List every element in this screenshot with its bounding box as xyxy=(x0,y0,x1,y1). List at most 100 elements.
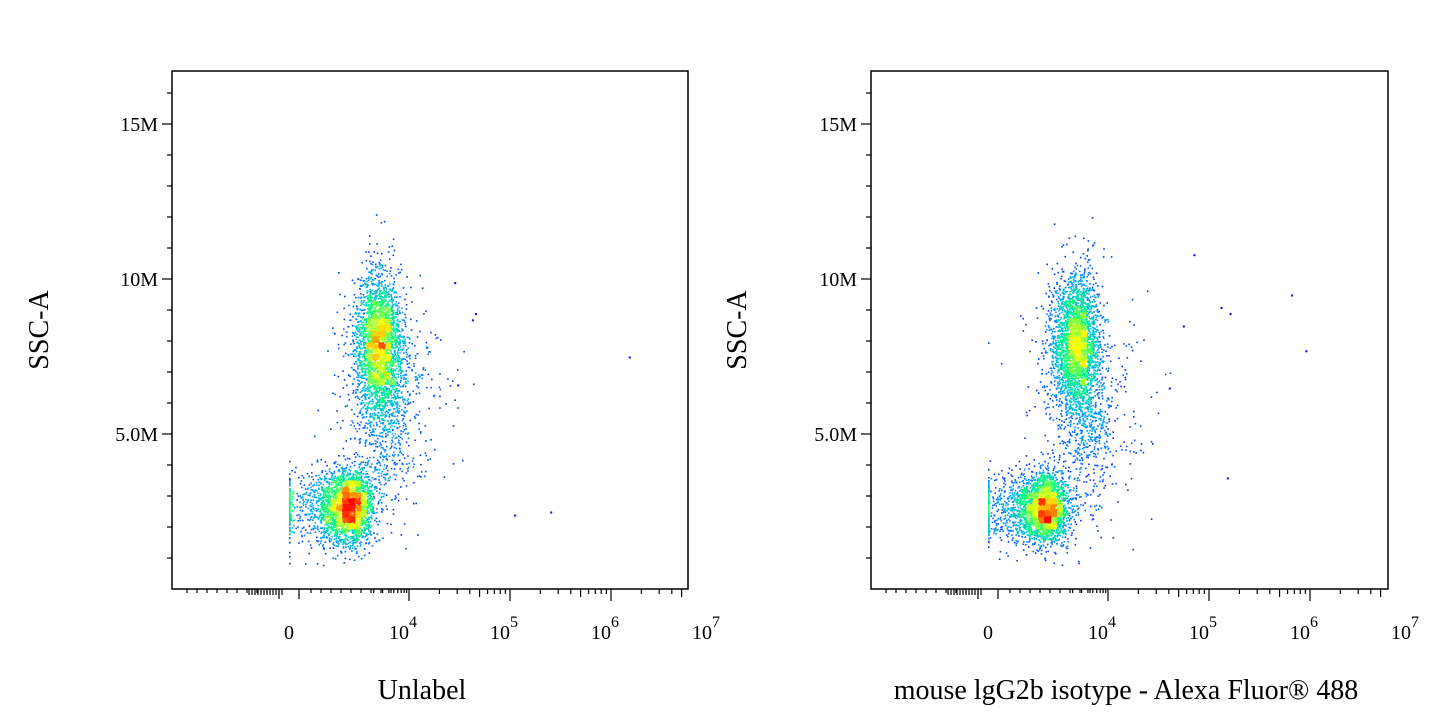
scatter-point xyxy=(379,380,382,382)
scatter-point xyxy=(373,290,376,293)
scatter-point xyxy=(323,475,326,478)
scatter-point xyxy=(391,404,393,406)
scatter-point xyxy=(355,487,357,489)
scatter-point xyxy=(289,484,291,487)
scatter-point xyxy=(316,516,319,518)
scatter-point xyxy=(382,355,384,357)
scatter-point xyxy=(336,535,338,538)
scatter-point xyxy=(361,276,363,279)
scatter-point xyxy=(405,378,407,380)
scatter-point xyxy=(425,341,428,344)
scatter-point xyxy=(345,470,347,472)
scatter-point xyxy=(382,311,384,313)
scatter-point xyxy=(363,332,365,335)
scatter-point xyxy=(382,314,385,316)
scatter-point xyxy=(337,542,339,545)
scatter-point xyxy=(333,477,336,480)
scatter-point xyxy=(365,422,367,424)
scatter-point xyxy=(367,388,370,391)
scatter-point xyxy=(375,402,377,405)
scatter-point xyxy=(355,336,358,338)
scatter-point xyxy=(309,505,311,507)
scatter-point xyxy=(390,399,392,402)
scatter-point xyxy=(332,502,334,504)
scatter-point xyxy=(434,449,436,451)
scatter-point xyxy=(355,327,357,329)
scatter-point xyxy=(404,316,407,319)
scatter-point xyxy=(405,485,408,487)
scatter-point xyxy=(383,339,386,341)
scatter-point xyxy=(380,379,382,381)
scatter-point xyxy=(383,287,385,289)
scatter-point xyxy=(332,491,334,493)
scatter-point xyxy=(366,493,368,495)
scatter-point xyxy=(324,524,326,526)
scatter-point xyxy=(395,378,398,381)
scatter-point xyxy=(390,378,392,380)
scatter-point xyxy=(405,425,407,427)
scatter-point xyxy=(323,532,326,535)
scatter-point xyxy=(367,321,369,324)
scatter-point xyxy=(366,490,369,492)
scatter-point xyxy=(380,378,383,380)
scatter-point xyxy=(352,390,355,392)
scatter-point xyxy=(342,474,345,477)
scatter-point xyxy=(327,509,329,512)
scatter-point xyxy=(338,490,341,493)
scatter-point xyxy=(339,293,341,296)
scatter-point xyxy=(371,372,373,374)
scatter-point xyxy=(393,404,395,406)
scatter-point xyxy=(365,499,367,502)
scatter-point xyxy=(377,390,379,393)
scatter-point xyxy=(382,372,384,375)
scatter-point xyxy=(402,341,404,343)
scatter-point xyxy=(374,308,377,311)
scatter-point xyxy=(380,495,383,498)
scatter-point xyxy=(343,538,346,541)
scatter-point xyxy=(389,270,391,272)
scatter-point xyxy=(356,477,358,479)
scatter-point xyxy=(363,476,366,479)
scatter-point xyxy=(372,434,374,436)
scatter-point xyxy=(321,471,323,474)
scatter-point xyxy=(364,395,366,397)
scatter-point xyxy=(361,487,363,489)
scatter-point xyxy=(387,303,389,306)
scatter-point xyxy=(348,458,351,460)
scatter-point xyxy=(362,394,365,396)
scatter-point xyxy=(333,472,336,474)
scatter-point xyxy=(360,402,362,404)
scatter-point xyxy=(403,376,405,379)
scatter-point xyxy=(352,315,354,318)
scatter-point xyxy=(369,304,372,306)
scatter-point xyxy=(361,467,364,469)
scatter-point xyxy=(397,331,399,333)
scatter-point xyxy=(390,467,393,470)
scatter-point xyxy=(361,381,363,383)
scatter-point xyxy=(306,513,309,515)
scatter-point xyxy=(363,343,366,346)
scatter-point xyxy=(289,507,291,509)
scatter-point xyxy=(418,475,421,477)
scatter-point xyxy=(359,391,362,394)
scatter-point xyxy=(384,450,386,453)
scatter-point xyxy=(354,334,356,337)
scatter-point xyxy=(355,533,357,535)
scatter-point xyxy=(338,484,341,486)
scatter-point xyxy=(377,412,379,414)
scatter-point xyxy=(351,487,354,489)
scatter-point xyxy=(366,353,368,355)
scatter-point xyxy=(404,298,406,301)
scatter-point xyxy=(396,402,399,404)
scatter-point xyxy=(373,311,376,313)
scatter-point xyxy=(380,305,382,307)
scatter-point xyxy=(366,409,369,411)
scatter-point xyxy=(329,537,331,539)
scatter-point xyxy=(407,437,410,440)
scatter-point xyxy=(374,294,377,296)
scatter-point xyxy=(379,357,382,360)
scatter-point xyxy=(365,473,367,476)
scatter-point xyxy=(395,324,398,326)
scatter-point xyxy=(371,305,374,308)
scatter-point xyxy=(365,505,368,508)
